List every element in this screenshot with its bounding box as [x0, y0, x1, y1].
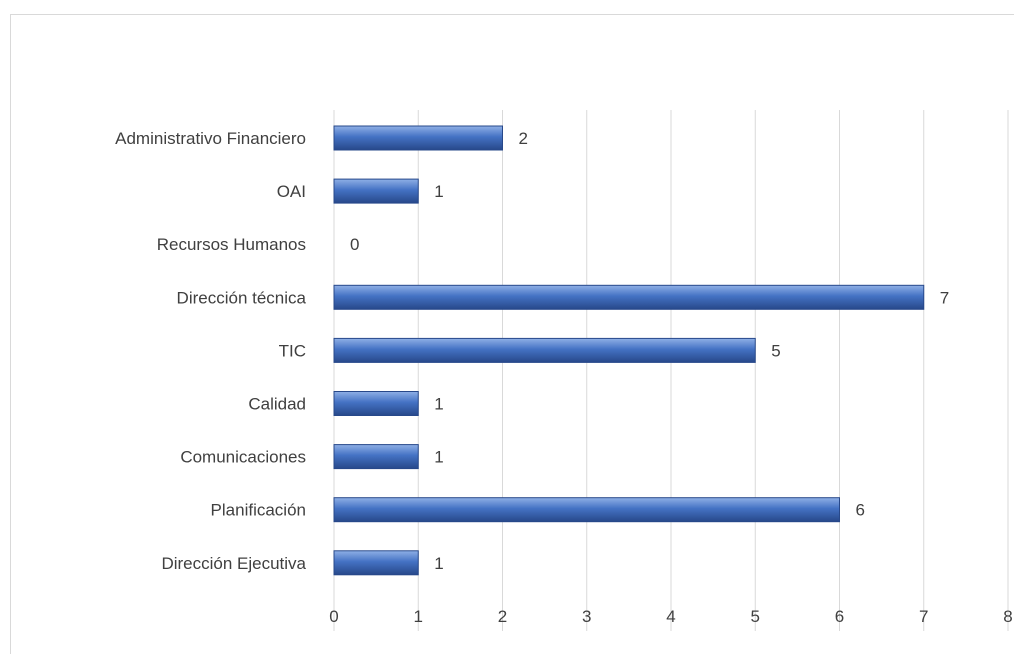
data-label: 5	[771, 341, 780, 360]
y-category-label: OAI	[277, 182, 306, 201]
x-tick-label: 5	[751, 607, 760, 626]
bars	[333, 125, 925, 576]
x-tick-label: 3	[582, 607, 591, 626]
x-tick-label: 7	[919, 607, 928, 626]
bar	[333, 550, 419, 576]
data-label: 7	[940, 288, 949, 307]
bar	[333, 391, 419, 416]
y-category-label: TIC	[279, 341, 306, 360]
data-label: 1	[434, 448, 443, 467]
bar	[333, 125, 503, 151]
data-label: 2	[519, 129, 528, 148]
y-category-label: Planificación	[211, 501, 306, 520]
bar	[333, 178, 419, 204]
x-tick-label: 0	[329, 607, 338, 626]
x-tick-label: 1	[414, 607, 423, 626]
y-category-label: Dirección Ejecutiva	[161, 554, 306, 573]
x-tick-label: 2	[498, 607, 507, 626]
data-label: 1	[434, 182, 443, 201]
bar	[333, 444, 419, 470]
x-tick-label: 4	[666, 607, 675, 626]
chart-container: 0 1 2 3 4 5 6 7 8 Administrativo Financiero 2 OAI 1 R…	[10, 14, 1014, 654]
y-category-label: Recursos Humanos	[157, 235, 306, 254]
bar-chart: 0 1 2 3 4 5 6 7 8 Administrativo Financiero 2 OAI 1 R…	[115, 110, 1013, 631]
data-label: 1	[434, 554, 443, 573]
x-tick-label: 8	[1003, 607, 1012, 626]
bar	[333, 284, 925, 310]
data-label: 0	[350, 235, 359, 254]
bar	[333, 337, 756, 363]
x-tick-label: 6	[835, 607, 844, 626]
chart-frame	[10, 14, 1014, 654]
y-category-label: Calidad	[248, 395, 306, 414]
bar	[333, 497, 840, 523]
data-label: 6	[856, 501, 865, 520]
y-category-label: Administrativo Financiero	[115, 129, 306, 148]
labels: 0 1 2 3 4 5 6 7 8 Administrativo Financiero 2 OAI 1 R…	[115, 129, 1013, 626]
y-category-label: Comunicaciones	[180, 448, 306, 467]
y-category-label: Dirección técnica	[177, 288, 307, 307]
data-label: 1	[434, 395, 443, 414]
